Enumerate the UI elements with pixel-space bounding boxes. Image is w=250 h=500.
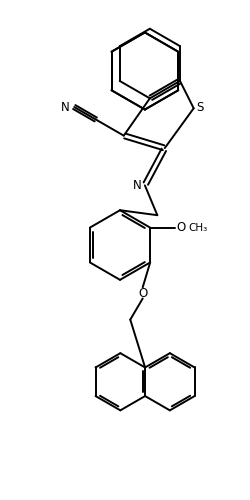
- Text: CH₃: CH₃: [189, 222, 208, 232]
- Text: O: O: [138, 287, 147, 300]
- Text: O: O: [176, 221, 186, 234]
- Text: S: S: [197, 102, 204, 114]
- Text: N: N: [61, 100, 70, 114]
- Text: N: N: [133, 179, 142, 192]
